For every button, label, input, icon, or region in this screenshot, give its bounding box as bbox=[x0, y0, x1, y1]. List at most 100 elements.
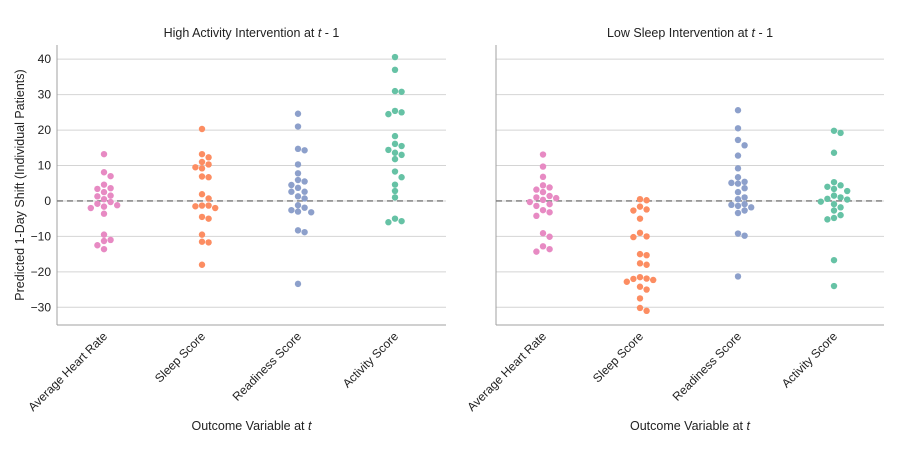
data-point-activity-score bbox=[398, 217, 405, 225]
data-point-average-heart-rate bbox=[100, 245, 108, 253]
data-point-average-heart-rate bbox=[533, 212, 540, 220]
data-point-activity-score bbox=[385, 110, 392, 118]
data-point-sleep-score bbox=[205, 202, 212, 209]
data-point-activity-score bbox=[391, 155, 399, 163]
x-tick-label-average-heart-rate: Average Heart Rate bbox=[25, 329, 110, 414]
data-point-readiness-score bbox=[301, 178, 308, 185]
data-point-sleep-score bbox=[198, 150, 206, 158]
data-point-average-heart-rate bbox=[533, 202, 540, 210]
data-point-activity-score bbox=[398, 88, 405, 95]
data-point-average-heart-rate bbox=[94, 242, 101, 249]
data-point-sleep-score bbox=[205, 239, 212, 246]
y-tick-label: 20 bbox=[38, 123, 52, 137]
data-point-readiness-score bbox=[288, 181, 295, 189]
data-point-readiness-score bbox=[294, 193, 302, 200]
data-point-average-heart-rate bbox=[526, 198, 533, 206]
data-point-activity-score bbox=[837, 204, 844, 211]
panel-title-text: Low Sleep Intervention at bbox=[607, 26, 752, 40]
data-point-readiness-score bbox=[294, 184, 302, 192]
data-point-activity-score bbox=[391, 149, 399, 156]
data-point-average-heart-rate bbox=[546, 245, 553, 253]
data-point-sleep-score bbox=[636, 215, 644, 222]
panel-title-variable: t bbox=[752, 26, 756, 40]
panel-low-sleep: Average Heart Rate Sleep Score Readiness S… bbox=[464, 26, 884, 433]
data-point-readiness-score bbox=[301, 147, 308, 154]
data-point-sleep-score bbox=[205, 215, 212, 222]
data-point-average-heart-rate bbox=[100, 181, 108, 188]
data-point-sleep-score bbox=[198, 125, 206, 133]
data-point-average-heart-rate bbox=[546, 192, 553, 200]
data-point-readiness-score bbox=[301, 204, 308, 211]
data-point-average-heart-rate bbox=[100, 231, 108, 238]
data-point-average-heart-rate bbox=[546, 200, 553, 208]
data-point-activity-score bbox=[830, 127, 838, 134]
data-point-average-heart-rate bbox=[107, 198, 114, 206]
x-axis-label: Outcome Variable at t bbox=[630, 419, 751, 433]
data-point-readiness-score bbox=[734, 230, 742, 237]
panel-title-text: High Activity Intervention at bbox=[164, 26, 318, 40]
x-axis-label-text: Outcome Variable at bbox=[192, 419, 309, 433]
y-tick-label: 40 bbox=[38, 52, 52, 66]
data-point-activity-score bbox=[830, 200, 838, 208]
data-point-readiness-score bbox=[741, 194, 748, 201]
data-point-readiness-score bbox=[734, 107, 742, 114]
data-point-sleep-score bbox=[643, 286, 650, 293]
data-point-average-heart-rate bbox=[539, 230, 547, 237]
data-point-average-heart-rate bbox=[553, 194, 560, 202]
panel-title-suffix: - 1 bbox=[755, 26, 773, 40]
data-point-average-heart-rate bbox=[107, 184, 114, 192]
data-point-activity-score bbox=[391, 66, 399, 74]
data-point-sleep-score bbox=[636, 273, 644, 281]
data-point-readiness-score bbox=[741, 142, 748, 149]
data-point-average-heart-rate bbox=[100, 210, 108, 217]
data-point-average-heart-rate bbox=[533, 194, 540, 201]
data-point-readiness-score bbox=[741, 207, 748, 214]
data-point-activity-score bbox=[385, 219, 392, 226]
x-tick-label-sleep-score: Sleep Score bbox=[152, 329, 208, 385]
data-point-sleep-score bbox=[212, 204, 219, 212]
data-point-average-heart-rate bbox=[100, 203, 108, 210]
data-point-sleep-score bbox=[198, 238, 206, 245]
data-point-readiness-score bbox=[734, 180, 742, 187]
data-point-readiness-score bbox=[734, 136, 742, 144]
data-point-readiness-score bbox=[734, 195, 742, 203]
y-tick-label: −20 bbox=[31, 265, 52, 279]
panel-title: Low Sleep Intervention at t - 1 bbox=[607, 26, 773, 40]
data-point-sleep-score bbox=[636, 195, 644, 203]
data-point-sleep-score bbox=[636, 283, 644, 290]
data-point-average-heart-rate bbox=[100, 237, 108, 245]
data-point-readiness-score bbox=[734, 273, 742, 280]
data-point-sleep-score bbox=[636, 229, 644, 237]
y-tick-label: −10 bbox=[31, 229, 52, 243]
data-point-sleep-score bbox=[198, 165, 206, 172]
data-point-activity-score bbox=[830, 207, 838, 214]
data-point-activity-score bbox=[398, 174, 405, 181]
data-point-activity-score bbox=[844, 196, 851, 203]
data-point-activity-score bbox=[391, 87, 399, 95]
data-point-sleep-score bbox=[198, 213, 206, 221]
data-point-activity-score bbox=[830, 282, 838, 290]
x-tick-label-sleep-score: Sleep Score bbox=[590, 329, 646, 385]
data-point-sleep-score bbox=[636, 203, 644, 210]
data-point-sleep-score bbox=[630, 275, 637, 283]
data-point-sleep-score bbox=[192, 164, 199, 171]
data-point-activity-score bbox=[837, 129, 844, 137]
data-point-average-heart-rate bbox=[100, 150, 108, 158]
data-point-readiness-score bbox=[301, 188, 308, 195]
x-axis-label-variable: t bbox=[747, 419, 751, 433]
data-point-sleep-score bbox=[192, 203, 199, 210]
data-point-activity-score bbox=[817, 198, 824, 205]
data-point-activity-score bbox=[824, 216, 831, 223]
data-point-sleep-score bbox=[630, 207, 637, 214]
data-point-average-heart-rate bbox=[114, 202, 121, 209]
data-point-average-heart-rate bbox=[533, 186, 540, 193]
data-point-activity-score bbox=[391, 53, 399, 61]
data-point-readiness-score bbox=[741, 200, 748, 208]
panel-high-activity: 40 30 20 10 0 −10 −20 −30 Average Heart Rate Slee… bbox=[25, 26, 446, 433]
data-point-sleep-score bbox=[650, 276, 657, 284]
data-point-readiness-score bbox=[734, 209, 742, 217]
data-point-activity-score bbox=[391, 140, 399, 148]
data-point-readiness-score bbox=[728, 179, 735, 187]
data-point-readiness-score bbox=[734, 188, 742, 196]
data-point-activity-score bbox=[844, 187, 851, 195]
